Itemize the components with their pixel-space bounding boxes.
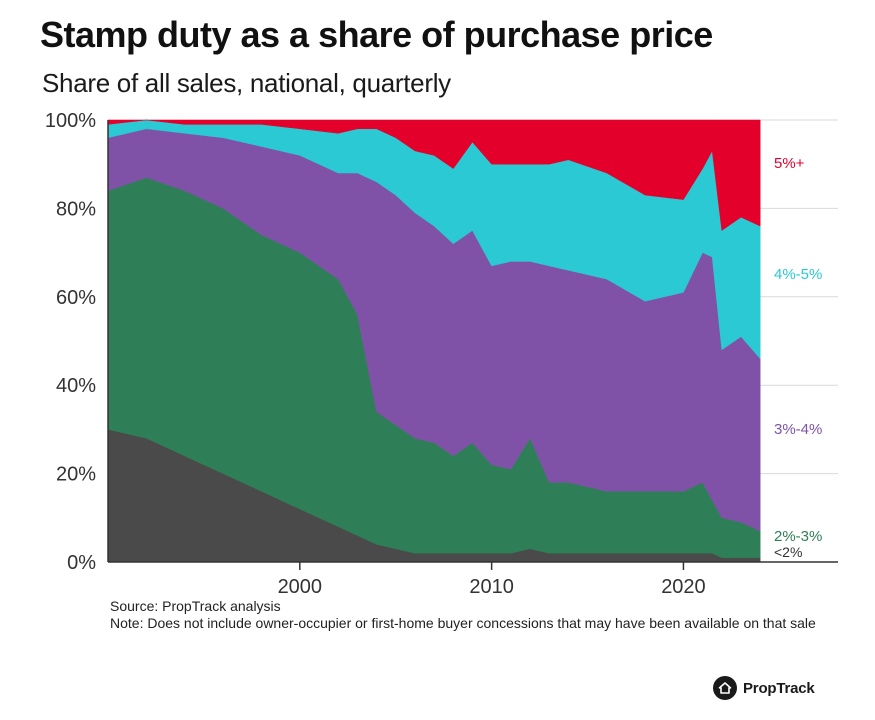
axes: 0% 20% 40% 60% 80% 100% 2000 2010 2020 bbox=[45, 110, 838, 598]
y-tick-label-100: 100% bbox=[45, 110, 96, 132]
series-label-3to4: 3%-4% bbox=[774, 421, 822, 438]
x-tick-label-2010: 2010 bbox=[469, 576, 514, 598]
area-series bbox=[107, 119, 761, 563]
series-label-2to3: 2%-3% bbox=[774, 528, 822, 545]
y-tick-label-40: 40% bbox=[56, 375, 96, 397]
series-label-4to5: 4%-5% bbox=[774, 266, 822, 283]
series-label-5plus: 5%+ bbox=[774, 155, 805, 172]
x-tick-label-2000: 2000 bbox=[278, 576, 323, 598]
disclaimer-note: Note: Does not include owner-occupier or… bbox=[110, 615, 816, 631]
y-tick-label-80: 80% bbox=[56, 198, 96, 220]
area-5plus bbox=[107, 119, 761, 231]
chart-title: Stamp duty as a share of purchase price bbox=[40, 14, 713, 55]
brand-name: PropTrack bbox=[743, 679, 815, 697]
series-label-lt2: <2% bbox=[774, 544, 802, 560]
footnotes: Source: PropTrack analysis Note: Does no… bbox=[110, 598, 830, 632]
y-tick-label-0: 0% bbox=[67, 552, 96, 574]
x-tick-label-2020: 2020 bbox=[661, 576, 706, 598]
y-tick-label-20: 20% bbox=[56, 464, 96, 486]
source-note: Source: PropTrack analysis bbox=[110, 598, 281, 614]
proptrack-logo: PropTrack bbox=[713, 676, 815, 700]
chart-subtitle: Share of all sales, national, quarterly bbox=[42, 68, 451, 98]
house-icon bbox=[713, 676, 737, 700]
y-tick-label-60: 60% bbox=[56, 287, 96, 309]
series-labels: 5%+ 4%-5% 3%-4% 2%-3%<2% bbox=[774, 155, 822, 560]
